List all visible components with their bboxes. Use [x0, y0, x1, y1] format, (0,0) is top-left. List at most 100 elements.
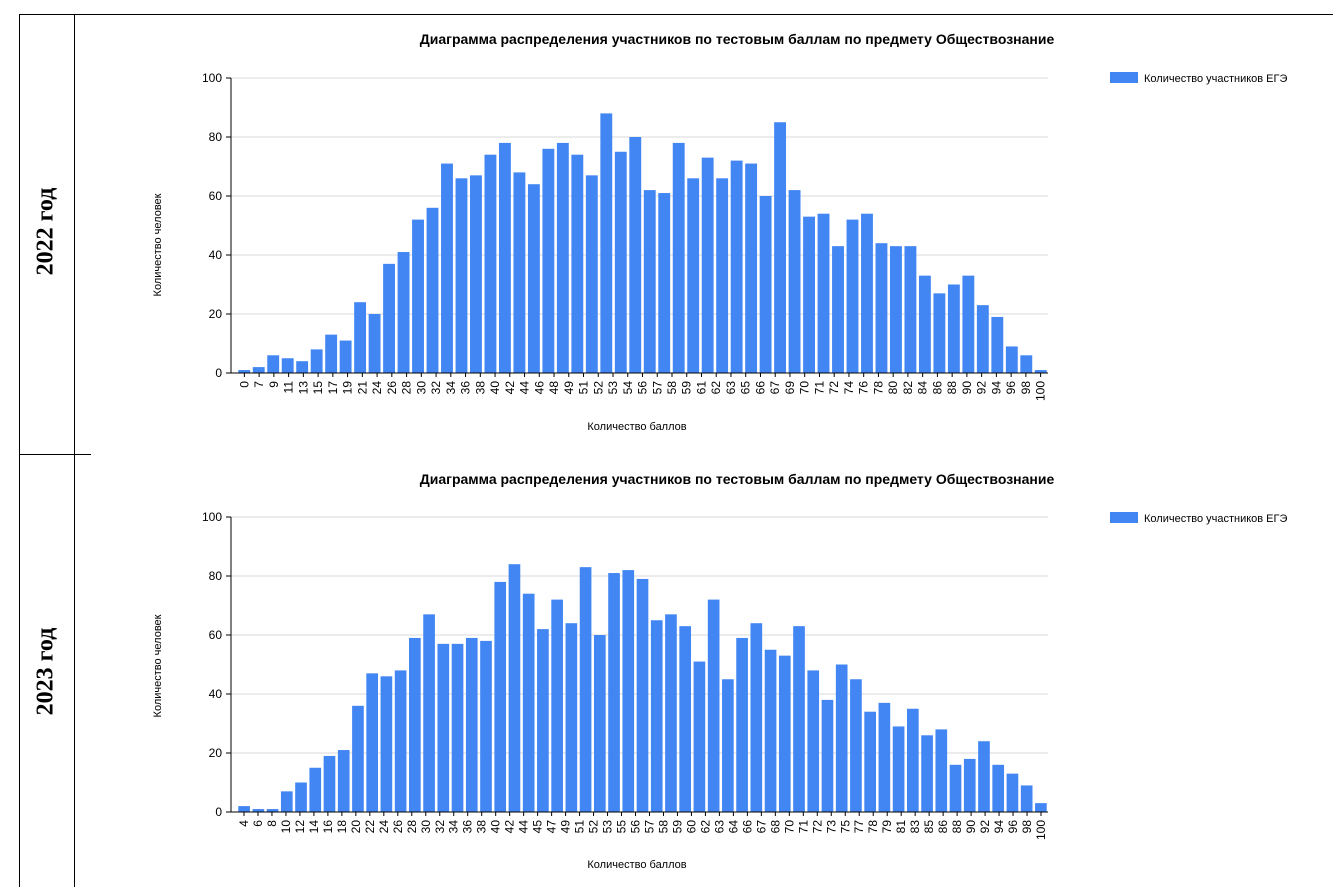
x-tick-label: 63: [724, 381, 738, 395]
bar: [963, 758, 976, 812]
bar: [354, 302, 367, 373]
bar: [542, 148, 555, 373]
x-tick-label: 70: [782, 820, 796, 834]
y-tick-label: 20: [209, 746, 223, 760]
bar: [593, 635, 606, 812]
x-tick-label: 42: [503, 381, 517, 395]
bar: [1034, 370, 1047, 373]
bar: [480, 640, 492, 812]
bar: [672, 142, 685, 373]
bar: [835, 664, 848, 812]
x-tick-label: 30: [419, 820, 433, 834]
x-tick-label: 57: [642, 820, 656, 834]
x-axis-label: Количество баллов: [587, 421, 686, 433]
bar: [252, 809, 265, 812]
bar: [962, 275, 975, 373]
x-tick-label: 63: [712, 820, 726, 834]
bar: [339, 340, 352, 373]
bar: [949, 764, 962, 812]
bar: [426, 207, 439, 373]
bar: [323, 755, 336, 812]
x-tick-label: 78: [871, 381, 885, 395]
x-tick-label: 56: [629, 820, 643, 834]
bar: [978, 741, 990, 812]
x-tick-label: 81: [894, 820, 908, 834]
bar: [281, 358, 294, 373]
bar: [383, 263, 395, 373]
bar: [513, 172, 526, 373]
bar: [1020, 785, 1033, 812]
bar: [380, 676, 393, 812]
x-tick-label: 79: [880, 820, 894, 834]
bar: [904, 246, 917, 373]
x-tick-label: 52: [591, 381, 605, 395]
chart-2022: Диаграмма распределения участников по те…: [152, 31, 1287, 433]
x-tick-label: 7: [252, 381, 266, 388]
x-tick-label: 73: [824, 820, 838, 834]
x-tick-label: 54: [621, 381, 635, 395]
bar: [325, 334, 338, 373]
x-tick-label: 24: [370, 381, 384, 395]
y-tick-label: 60: [209, 189, 223, 203]
bar: [991, 316, 1004, 373]
legend-swatch: [1110, 512, 1138, 523]
bar: [658, 193, 671, 373]
bar: [556, 142, 569, 373]
bar: [498, 142, 511, 373]
x-tick-label: 56: [636, 381, 650, 395]
bar: [608, 573, 620, 812]
chart-2023: Диаграмма распределения участников по те…: [152, 471, 1287, 871]
y-tick-label: 20: [209, 307, 223, 321]
x-tick-label: 59: [680, 381, 694, 395]
bar: [745, 163, 758, 373]
bar: [629, 137, 642, 373]
x-tick-label: 77: [852, 820, 866, 834]
x-tick-label: 84: [916, 381, 930, 395]
bar: [778, 655, 791, 812]
bar: [864, 711, 876, 812]
bar: [875, 243, 888, 373]
bar: [817, 213, 830, 373]
x-tick-label: 49: [562, 381, 576, 395]
x-tick-label: 34: [444, 381, 458, 395]
bar: [1035, 803, 1047, 812]
x-tick-label: 40: [488, 381, 502, 395]
x-tick-label: 47: [545, 820, 559, 834]
bar: [470, 175, 482, 373]
x-tick-label: 14: [307, 820, 321, 834]
x-tick-label: 45: [531, 820, 545, 834]
y-tick-label: 80: [209, 130, 223, 144]
x-tick-label: 66: [753, 381, 767, 395]
bar: [788, 190, 801, 373]
bar: [907, 708, 919, 812]
bar: [736, 637, 748, 812]
x-tick-label: 12: [293, 820, 307, 834]
x-tick-label: 70: [798, 381, 812, 395]
x-tick-label: 51: [573, 820, 587, 834]
bar: [701, 157, 714, 373]
bar: [846, 219, 859, 373]
x-tick-label: 86: [930, 381, 944, 395]
bar: [551, 599, 563, 812]
x-tick-label: 4: [237, 820, 251, 827]
x-tick-label: 67: [768, 381, 782, 395]
x-tick-label: 38: [473, 381, 487, 395]
x-tick-label: 65: [739, 381, 753, 395]
x-tick-label: 36: [459, 381, 473, 395]
x-tick-label: 28: [400, 381, 414, 395]
x-tick-label: 76: [857, 381, 871, 395]
x-tick-label: 98: [1019, 381, 1033, 395]
x-axis-label: Количество баллов: [587, 859, 686, 871]
bar: [309, 767, 322, 812]
x-tick-label: 67: [754, 820, 768, 834]
bar: [412, 219, 424, 373]
bar: [947, 284, 960, 373]
x-tick-label: 52: [587, 820, 601, 834]
bar: [441, 163, 453, 373]
x-tick-label: 68: [768, 820, 782, 834]
bar: [722, 679, 734, 812]
x-tick-label: 58: [656, 820, 670, 834]
bar: [650, 620, 663, 812]
x-tick-label: 62: [698, 820, 712, 834]
x-tick-label: 17: [326, 381, 340, 395]
